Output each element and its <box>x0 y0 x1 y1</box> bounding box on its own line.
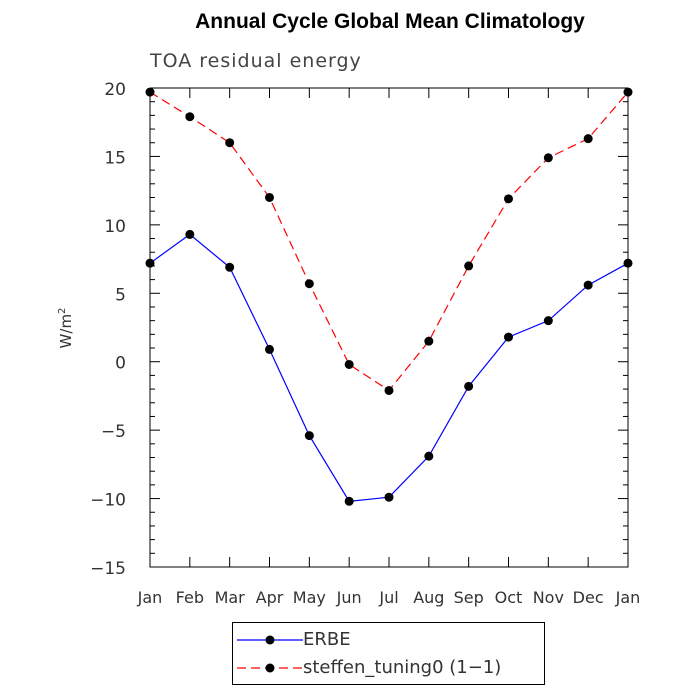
y-tick-label: 15 <box>104 148 126 168</box>
data-point-series-0 <box>225 262 235 272</box>
series-line-1 <box>149 91 629 392</box>
data-point-series-0 <box>504 332 513 342</box>
data-point-series-0 <box>145 258 155 268</box>
data-point-series-1 <box>185 112 195 122</box>
y-tick-label: 10 <box>104 217 126 237</box>
legend-swatch-steffen <box>237 663 303 673</box>
data-point-series-1 <box>623 87 633 97</box>
data-point-series-1 <box>145 87 155 97</box>
x-tick-label: Dec <box>573 588 604 607</box>
y-tick-label: 20 <box>104 80 126 100</box>
axis-ticks: −15 −10 −5 0 5 10 15 20 Jan Feb Mar Apr May Jun Jul Aug… <box>90 80 640 607</box>
y-axis-label: W/m2 <box>57 308 75 349</box>
data-point-series-1 <box>543 153 553 163</box>
y-tick-label: 5 <box>115 285 126 305</box>
data-point-series-1 <box>384 385 394 395</box>
x-tick-label: Jan <box>137 588 163 607</box>
data-point-series-1 <box>225 138 235 148</box>
data-point-series-0 <box>265 344 274 354</box>
series-line-0 <box>149 233 629 502</box>
x-tick-label: Jul <box>378 588 398 607</box>
legend-label-steffen: steffen_tuning0 (1−1) <box>303 657 502 678</box>
data-point-series-1 <box>265 192 274 202</box>
x-tick-label: Oct <box>495 588 523 607</box>
y-axis-label-superscript: 2 <box>57 308 68 314</box>
y-tick-label: 0 <box>115 354 126 374</box>
data-point-series-0 <box>185 229 195 239</box>
x-tick-label: Mar <box>215 588 246 607</box>
data-point-series-1 <box>583 134 593 144</box>
x-tick-label: Feb <box>176 588 204 607</box>
data-point-series-0 <box>543 316 553 326</box>
data-point-series-0 <box>623 258 633 268</box>
data-point-series-0 <box>384 492 394 502</box>
x-tick-label: May <box>293 588 326 607</box>
legend-label-erbe: ERBE <box>303 629 351 650</box>
legend-item-steffen: steffen_tuning0 (1−1) <box>233 654 544 682</box>
data-point-series-1 <box>504 194 513 204</box>
legend-item-erbe: ERBE <box>233 626 544 654</box>
data-point-series-0 <box>344 496 354 506</box>
data-point-series-1 <box>424 336 434 346</box>
data-point-series-0 <box>464 381 474 391</box>
y-tick-label: −10 <box>90 491 126 511</box>
x-tick-label: Nov <box>533 588 564 607</box>
data-point-series-0 <box>304 431 314 441</box>
legend-swatch-erbe <box>237 635 303 645</box>
x-tick-label: Apr <box>256 588 284 607</box>
x-tick-label: Aug <box>413 588 444 607</box>
y-axis-label-text: W/m <box>57 314 75 349</box>
data-point-series-0 <box>424 451 434 461</box>
x-tick-label: Sep <box>454 588 484 607</box>
y-tick-label: −15 <box>90 559 126 579</box>
data-point-series-1 <box>304 279 314 289</box>
series-layer <box>145 87 633 506</box>
data-point-series-1 <box>464 261 474 271</box>
x-tick-label: Jan <box>615 588 641 607</box>
data-point-series-1 <box>344 359 354 369</box>
x-tick-label: Jun <box>336 588 362 607</box>
data-point-series-0 <box>583 280 593 290</box>
chart-subtitle: TOA residual energy <box>150 50 362 72</box>
y-tick-label: −5 <box>101 422 126 442</box>
chart-title: Annual Cycle Global Mean Climatology <box>195 10 585 33</box>
legend: ERBE steffen_tuning0 (1−1) <box>232 622 545 685</box>
